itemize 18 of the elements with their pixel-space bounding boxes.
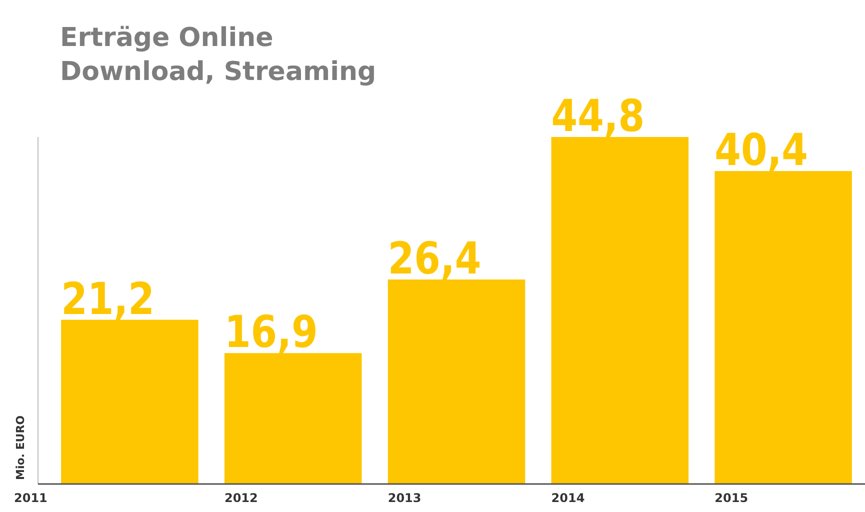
data-label: 16,9 [224, 307, 334, 358]
bar [551, 137, 689, 484]
data-label: 21,2 [61, 274, 170, 325]
chart-subtitle: Download, Streaming [60, 57, 376, 87]
chart-title: Erträge Online [60, 23, 274, 53]
bar [714, 171, 852, 484]
x-tick-label: 2013 [388, 491, 422, 505]
data-label: 44,8 [551, 91, 660, 142]
x-tick-label: 2015 [714, 491, 748, 505]
bar [388, 280, 526, 484]
data-label: 26,4 [388, 234, 496, 285]
data-label: 40,4 [714, 125, 824, 176]
y-axis-title: Mio. EURO [14, 415, 27, 480]
bar [224, 353, 362, 484]
bar [61, 320, 198, 484]
x-tick-label: 2011 [14, 491, 48, 505]
x-tick-label: 2012 [224, 491, 258, 505]
x-tick-label: 2014 [551, 491, 585, 505]
